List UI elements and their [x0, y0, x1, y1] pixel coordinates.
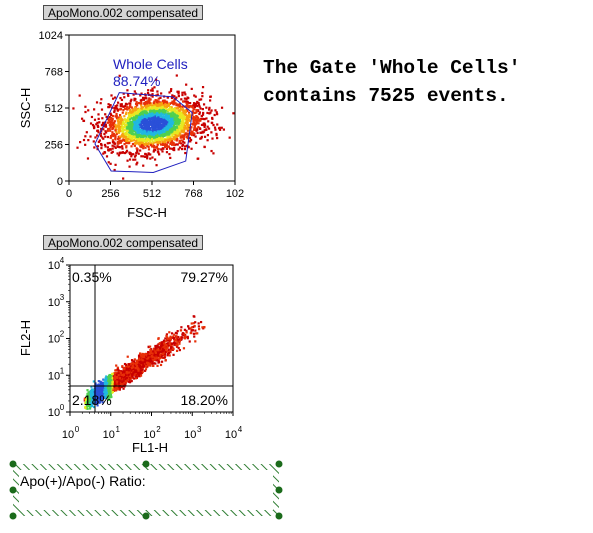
plot1-title: ApoMono.002 compensated — [43, 5, 204, 20]
plot2-x-tick-exponent: 3 — [197, 425, 202, 434]
plot1-y-tick-label: 768 — [45, 67, 63, 79]
plot1-y-tick-label: 1024 — [39, 30, 63, 42]
gate-name-label: Whole Cells — [113, 56, 188, 72]
plot2-y-tick-exponent: 1 — [60, 366, 65, 375]
plot1-y-axis-label: SSC-H — [18, 88, 33, 128]
handle-bottom-middle[interactable] — [142, 512, 150, 520]
plot1-x-tick-label: 768 — [184, 188, 202, 200]
plot2-x-tick-exponent: 1 — [116, 425, 121, 434]
quadrant-upper-left-pct: 0.35% — [72, 269, 112, 285]
plot1-y-tick-label: 512 — [45, 103, 63, 115]
plot1-x-tick-label: 512 — [143, 188, 161, 200]
plot1-density-cloud — [72, 74, 235, 180]
handle-bottom-left[interactable] — [9, 512, 17, 520]
plot2-x-tick-exponent: 0 — [75, 425, 80, 434]
handle-middle-left[interactable] — [9, 486, 17, 494]
plot1-y-ticks: 0 256 512 768 1024 — [39, 30, 69, 188]
plot2-y-axis-label: FL2-H — [18, 320, 33, 356]
handle-bottom-right[interactable] — [275, 512, 283, 520]
plot2-x-tick-label: 10 — [103, 429, 115, 441]
whole-cells-gate[interactable] — [94, 92, 193, 173]
plot2-x-tick-label: 10 — [143, 429, 155, 441]
plot2-title: ApoMono.002 compensated — [43, 235, 204, 250]
resize-handles[interactable] — [9, 460, 283, 520]
ratio-label: Apo(+)/Apo(-) Ratio: — [20, 473, 146, 489]
plot2-y-tick-exponent: 3 — [60, 293, 65, 302]
plot2-y-tick-exponent: 0 — [60, 403, 65, 412]
plot1-x-axis-label: FSC-H — [127, 205, 167, 220]
gate-message-line1: The Gate 'Whole Cells' — [263, 57, 521, 79]
plot2-y-tick-exponent: 2 — [60, 330, 65, 339]
plot2-density-cloud — [83, 315, 206, 410]
plot2-y-tick-exponent: 4 — [60, 256, 65, 265]
plot2-x-tick-label: 10 — [62, 429, 74, 441]
plot1-x-tick-label: 0 — [66, 188, 72, 200]
ratio-text-box[interactable] — [9, 460, 283, 520]
plot2-y-tick-label: 10 — [48, 407, 60, 419]
plot2-x-ticks: 10 0 10 1 10 2 10 3 10 4 — [62, 412, 243, 441]
plot1-x-tick-label: 256 — [101, 188, 119, 200]
plot1-x-ticks: 0 256 512 768 102 — [66, 181, 244, 200]
plot2-x-tick-exponent: 2 — [156, 425, 161, 434]
plot2-y-tick-label: 10 — [48, 370, 60, 382]
plot2-y-tick-label: 10 — [48, 260, 60, 272]
plot1-x-tick-label: 102 — [226, 188, 244, 200]
handle-top-middle[interactable] — [142, 460, 150, 468]
gate-event-message: The Gate 'Whole Cells' contains 7525 eve… — [263, 54, 520, 110]
quadrant-upper-right-pct: 79.27% — [181, 269, 228, 285]
plot1-y-tick-label: 256 — [45, 140, 63, 152]
handle-top-right[interactable] — [275, 460, 283, 468]
plot2-y-tick-label: 10 — [48, 334, 60, 346]
plot2-x-tick-exponent: 4 — [238, 425, 243, 434]
plot2-x-tick-label: 10 — [184, 429, 196, 441]
gate-message-line2: contains 7525 events. — [263, 85, 509, 107]
plot2-x-axis-label: FL1-H — [132, 440, 168, 455]
quadrant-lower-right-pct: 18.20% — [181, 392, 228, 408]
plot2-y-tick-label: 10 — [48, 297, 60, 309]
plot1-y-tick-label: 0 — [57, 176, 63, 188]
handle-middle-right[interactable] — [275, 486, 283, 494]
plot1: Whole Cells 88.74% 0 256 512 768 1024 0 256 51… — [18, 30, 244, 220]
quadrant-lower-left-pct: 2.18% — [72, 392, 112, 408]
plot2-x-tick-label: 10 — [225, 429, 237, 441]
handle-top-left[interactable] — [9, 460, 17, 468]
gate-percent-label: 88.74% — [113, 73, 160, 89]
